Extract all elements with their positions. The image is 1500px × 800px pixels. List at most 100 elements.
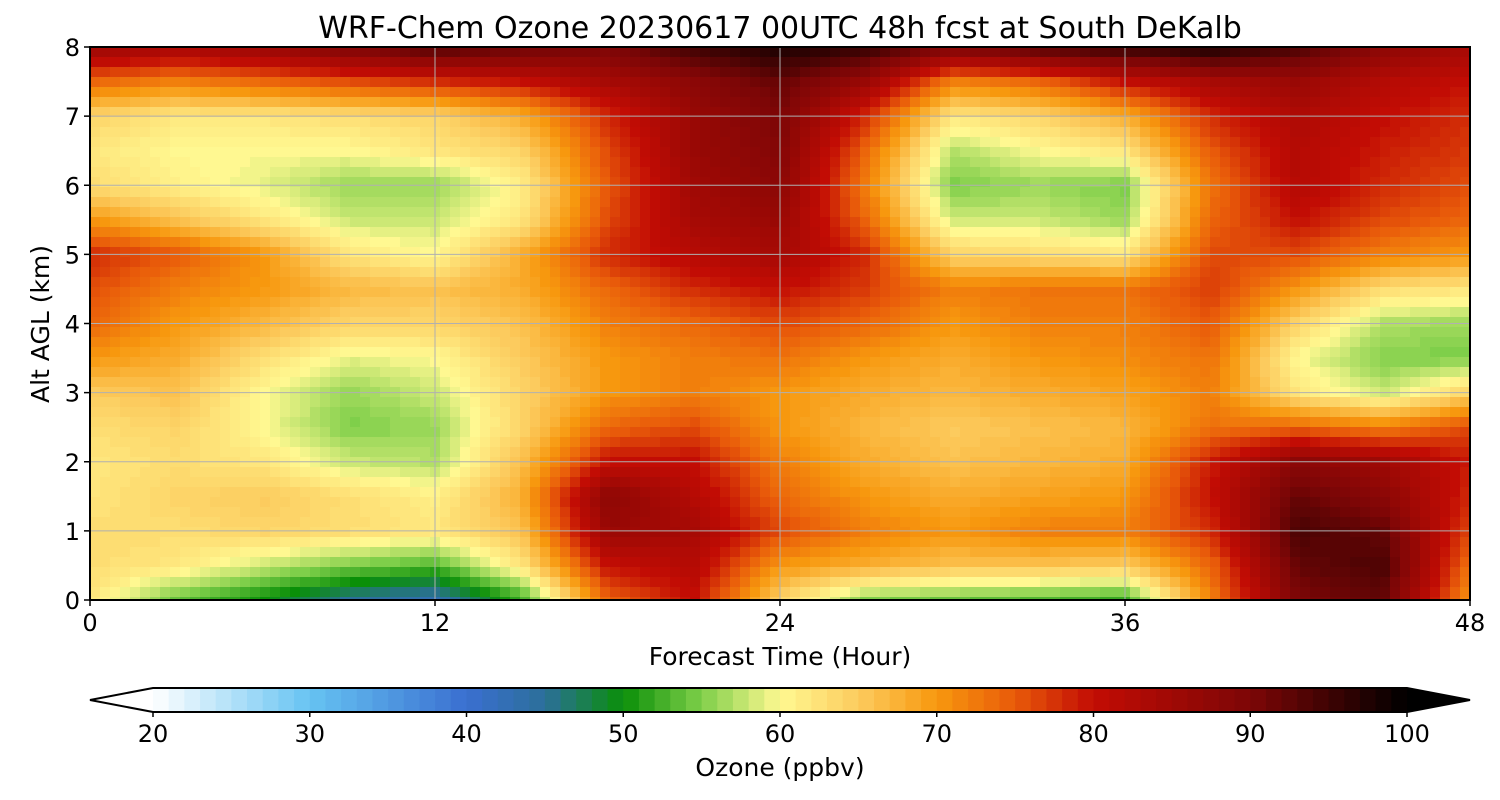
heat-cell (830, 287, 841, 298)
heat-cell (1350, 317, 1361, 328)
heat-cell (200, 397, 211, 408)
heat-cell (1220, 57, 1231, 68)
heat-cell (390, 297, 401, 308)
heat-cell (710, 117, 721, 128)
heat-cell (250, 297, 261, 308)
heat-cell (850, 397, 861, 408)
heat-cell (550, 137, 561, 148)
heat-cell (1340, 127, 1351, 138)
heat-cell (640, 297, 651, 308)
heat-cell (1180, 287, 1191, 298)
heat-cell (1190, 107, 1201, 118)
heat-cell (640, 257, 651, 268)
heat-cell (1360, 177, 1371, 188)
heat-cell (1310, 357, 1321, 368)
heat-cell (1230, 117, 1241, 128)
heat-cell (1300, 367, 1311, 378)
heat-cell (830, 167, 841, 178)
heat-cell (990, 197, 1001, 208)
heat-cell (860, 167, 871, 178)
heat-cell (1310, 397, 1321, 408)
heat-cell (280, 117, 291, 128)
heat-cell (360, 267, 371, 278)
heat-cell (710, 347, 721, 358)
heat-cell (260, 287, 271, 298)
heat-cell (90, 237, 101, 248)
heat-cell (880, 347, 891, 358)
heat-cell (280, 317, 291, 328)
heat-cell (180, 87, 191, 98)
heat-cell (1050, 87, 1061, 98)
heat-cell (180, 327, 191, 338)
heat-cell (220, 217, 231, 228)
heat-cell (1430, 97, 1441, 108)
heat-cell (1300, 87, 1311, 98)
heat-cell (1040, 227, 1051, 238)
heat-cell (1430, 227, 1441, 238)
heat-cell (1340, 247, 1351, 258)
heat-cell (1210, 397, 1221, 408)
heat-cell (240, 237, 251, 248)
heat-cell (1310, 87, 1321, 98)
heat-cell (980, 77, 991, 88)
heat-cell (140, 347, 151, 358)
heat-cell (740, 217, 751, 228)
heat-cell (180, 257, 191, 268)
heat-cell (840, 297, 851, 308)
heat-cell (780, 147, 791, 158)
heat-cell (1270, 227, 1281, 238)
heat-cell (1410, 207, 1421, 218)
heat-cell (510, 257, 521, 268)
heat-cell (680, 187, 691, 198)
heat-cell (1360, 67, 1371, 78)
heat-cell (1420, 257, 1431, 268)
heat-cell (650, 217, 661, 228)
heat-cell (160, 377, 171, 388)
heat-cell (640, 327, 651, 338)
heat-cell (530, 317, 541, 328)
heat-cell (250, 307, 261, 318)
heat-cell (1300, 217, 1311, 228)
heat-cell (280, 167, 291, 178)
heat-cell (590, 77, 601, 88)
heat-cell (200, 167, 211, 178)
heat-cell (1450, 347, 1461, 358)
heat-cell (1030, 187, 1041, 198)
heat-cell (840, 227, 851, 238)
heat-cell (400, 307, 411, 318)
heat-cell (340, 77, 351, 88)
heat-cell (460, 107, 471, 118)
heat-cell (100, 167, 111, 178)
heat-cell (480, 357, 491, 368)
heat-cell (870, 197, 881, 208)
heat-cell (140, 97, 151, 108)
heat-cell (770, 337, 781, 348)
heat-cell (850, 297, 861, 308)
heat-cell (730, 57, 741, 68)
heat-cell (1040, 247, 1051, 258)
heat-cell (740, 397, 751, 408)
heat-cell (330, 397, 341, 408)
heat-cell (770, 47, 781, 58)
heat-cell (1460, 357, 1470, 368)
heat-cell (640, 167, 651, 178)
heat-cell (730, 317, 741, 328)
heat-cell (610, 267, 621, 278)
heat-cell (140, 247, 151, 258)
heat-cell (470, 97, 481, 108)
heat-cell (770, 97, 781, 108)
heat-cell (600, 187, 611, 198)
heat-cell (160, 187, 171, 198)
heat-cell (140, 307, 151, 318)
heat-cell (1100, 337, 1111, 348)
heat-cell (200, 67, 211, 78)
heat-cell (590, 287, 601, 298)
heat-cell (540, 57, 551, 68)
heat-cell (590, 347, 601, 358)
heat-cell (220, 377, 231, 388)
heat-cell (1090, 267, 1101, 278)
heat-cell (1080, 177, 1091, 188)
heat-cell (870, 137, 881, 148)
heat-cell (1340, 337, 1351, 348)
heat-cell (300, 117, 311, 128)
